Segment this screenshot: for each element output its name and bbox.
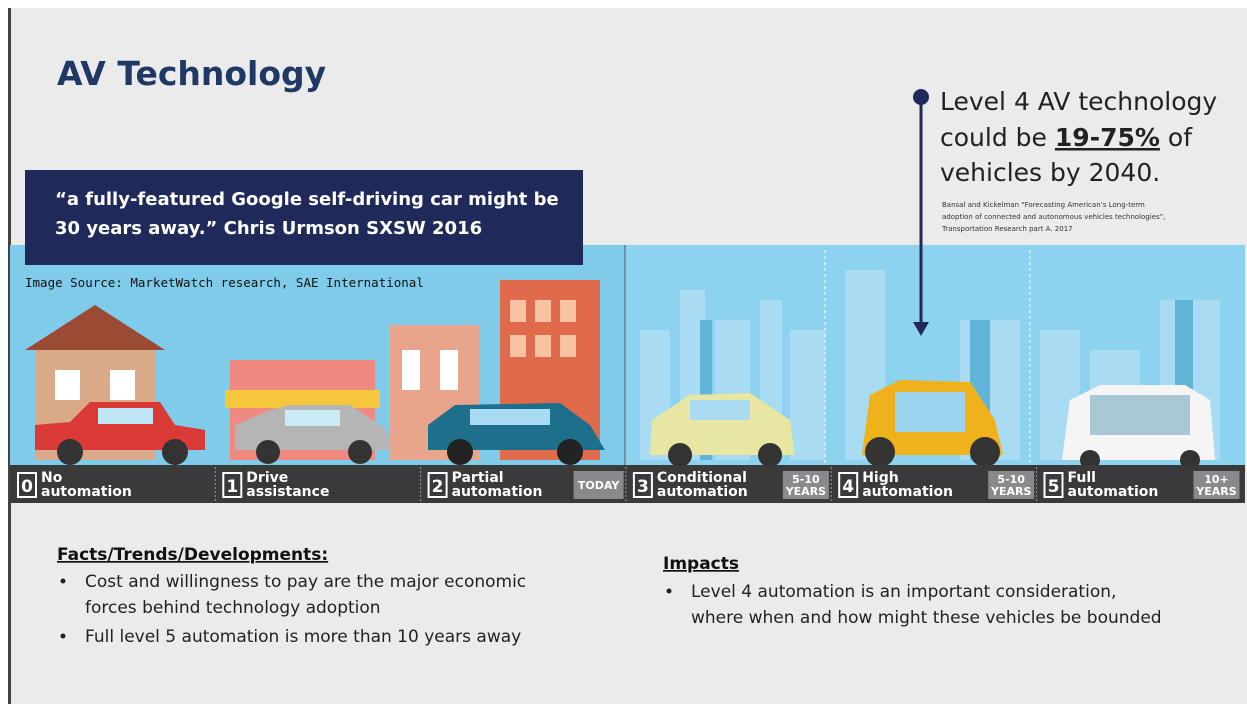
- quote-line: “a fully-featured Google self-driving ca…: [55, 189, 559, 210]
- callout-line: could be 19-75% of: [940, 123, 1193, 152]
- level-label: automation: [452, 484, 543, 500]
- page: AV Technology 0Noautomati: [0, 0, 1247, 704]
- callout-line: Level 4 AV technology: [940, 87, 1217, 116]
- level-number: 2: [432, 477, 444, 497]
- bullet-text: Full level 5 automation is more than 10 …: [85, 627, 521, 647]
- bullet-text: where when and how might these vehicles …: [691, 608, 1162, 628]
- level-tag-text: TODAY: [578, 479, 620, 492]
- level-label: automation: [657, 484, 748, 500]
- level-tag-text: YEARS: [990, 485, 1031, 498]
- level-number: 3: [637, 477, 649, 497]
- bullet-text: Level 4 automation is an important consi…: [691, 582, 1116, 602]
- image-source: Image Source: MarketWatch research, SAE …: [25, 275, 424, 290]
- callout-highlight: 19-75%: [1055, 123, 1160, 152]
- level-label: automation: [41, 484, 132, 500]
- level-label: automation: [862, 484, 953, 500]
- level-number: 4: [842, 477, 854, 497]
- callout-line: vehicles by 2040.: [940, 158, 1160, 187]
- bullet-text: Cost and willingness to pay are the majo…: [85, 572, 526, 592]
- bullet-dot: [667, 589, 672, 594]
- level-number: 0: [21, 477, 33, 497]
- bullet-dot: [61, 634, 66, 639]
- citation: Transportation Research part A. 2017: [941, 225, 1073, 233]
- quote-line: 30 years away.” Chris Urmson SXSW 2016: [55, 218, 482, 239]
- bullet-text: forces behind technology adoption: [85, 598, 381, 618]
- level-number: 1: [226, 477, 238, 497]
- title: AV Technology: [57, 54, 326, 93]
- level-label: automation: [1068, 484, 1159, 500]
- bullet-dot: [61, 579, 66, 584]
- impacts-heading: Impacts: [663, 554, 739, 574]
- citation: Bansal and Kickelman “Forecasting Americ…: [942, 201, 1145, 209]
- facts-heading: Facts/Trends/Developments:: [57, 545, 328, 565]
- level-tag-text: YEARS: [1195, 485, 1236, 498]
- callout-text: of: [1168, 123, 1193, 152]
- level-label: assistance: [246, 484, 329, 500]
- citation: adoption of connected and autonomous veh…: [942, 213, 1166, 221]
- level-number: 5: [1048, 477, 1060, 497]
- callout-text: could be: [940, 123, 1047, 152]
- level-tag-text: YEARS: [785, 485, 826, 498]
- slide: AV Technology 0Noautomati: [0, 0, 1247, 704]
